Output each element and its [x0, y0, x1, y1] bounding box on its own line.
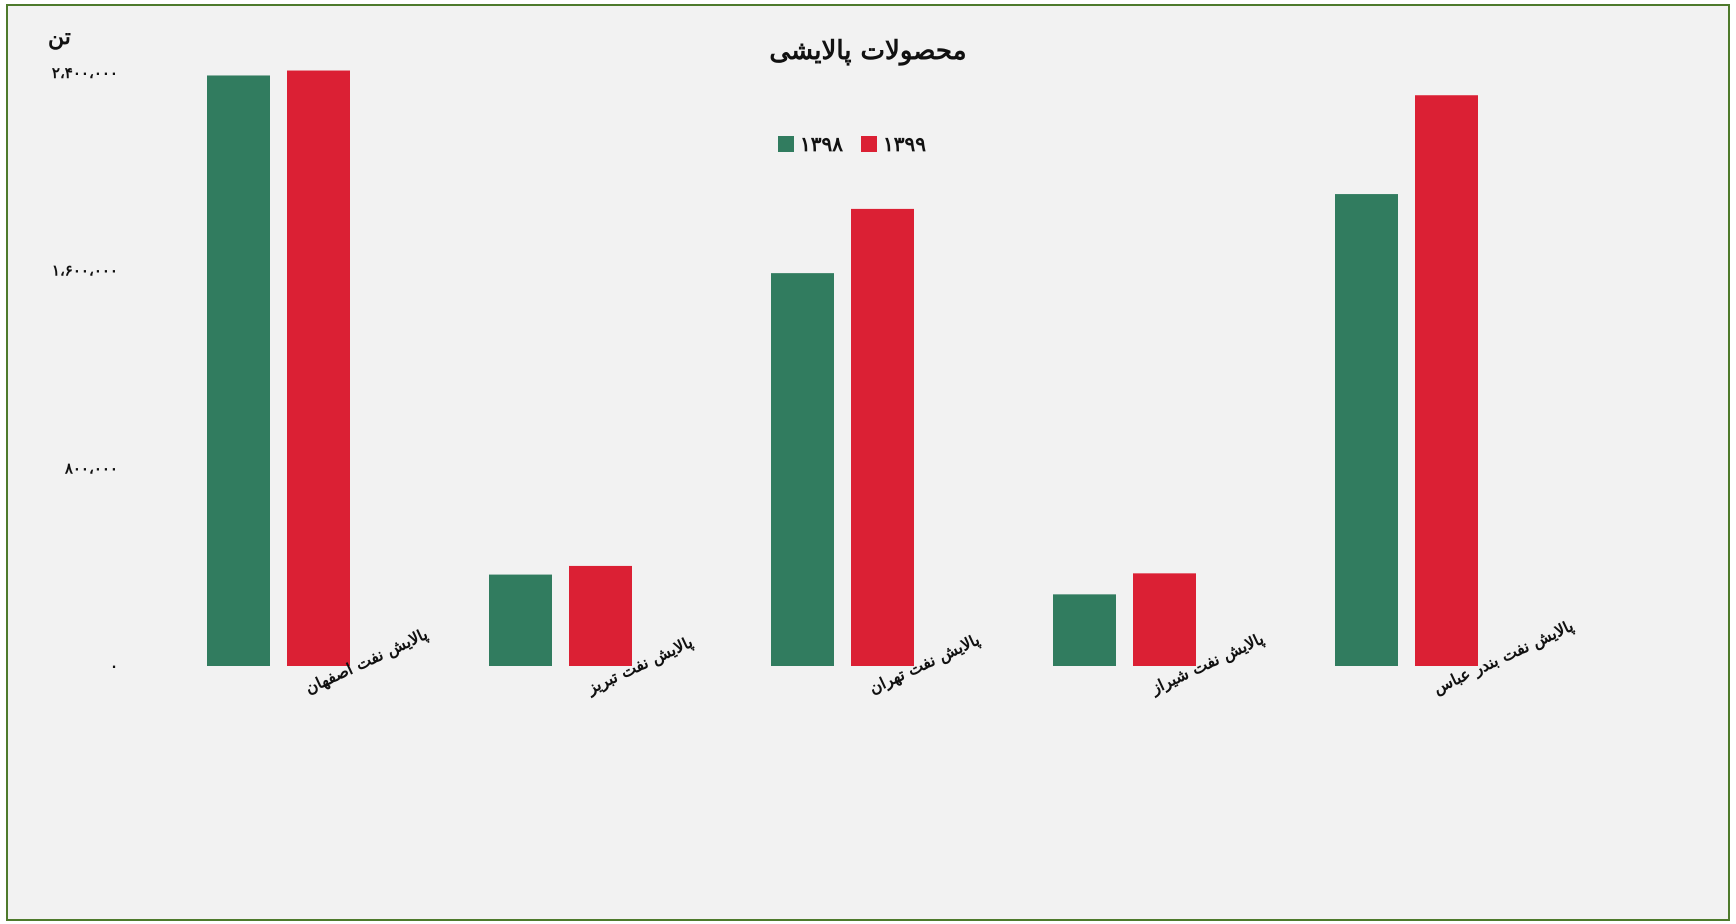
chart-frame: تن محصولات پالایشی ۱۳۹۸ ۱۳۹۹ ۰ ۸۰۰،۰۰۰ ۱،۶…	[6, 4, 1730, 921]
bar-0-series-1	[287, 71, 350, 666]
y-tick-label: ۸۰۰،۰۰۰	[64, 459, 118, 477]
bar-3-series-0	[1053, 594, 1116, 666]
bar-2-series-1	[851, 209, 914, 666]
bar-4-series-1	[1415, 95, 1478, 666]
y-tick-label: ۲،۴۰۰،۰۰۰	[52, 64, 118, 82]
bar-4-series-0	[1335, 194, 1398, 666]
bar-2-series-0	[771, 273, 834, 666]
y-tick-label: ۰	[110, 657, 118, 675]
y-tick-label: ۱،۶۰۰،۰۰۰	[52, 262, 118, 280]
bar-1-series-0	[489, 575, 552, 666]
bar-0-series-0	[207, 75, 270, 666]
bar-3-series-1	[1133, 573, 1196, 666]
bar-1-series-1	[569, 566, 632, 666]
